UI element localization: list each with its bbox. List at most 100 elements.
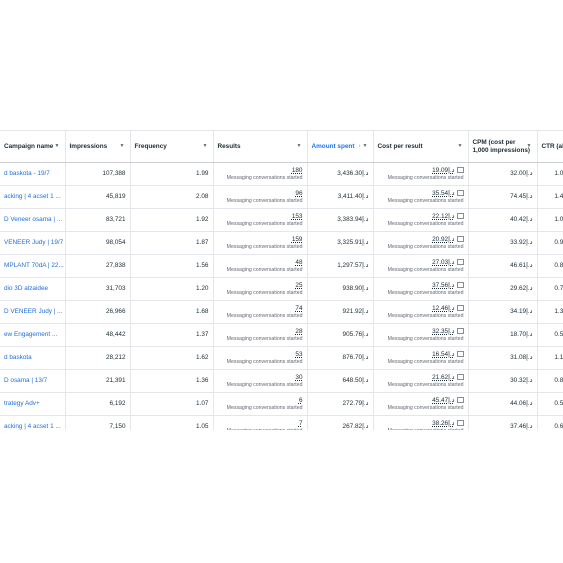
cost-per-result: 37.56د.إ Messaging conversations started bbox=[373, 277, 469, 301]
campaign-row[interactable]: dio 3D alzaidee 31,703 1.20 25 Messaging con… bbox=[0, 277, 563, 301]
cell-value: dio 3D alzaidee bbox=[4, 285, 49, 292]
campaign-row[interactable]: d baskota - 19/7 107,388 1.99 180 Messaging … bbox=[0, 162, 563, 186]
results: 7Messaging conversations started bbox=[213, 415, 308, 430]
frequency: 1.07 bbox=[130, 392, 214, 416]
cell-value: 0.86% bbox=[554, 377, 563, 384]
column-title: Campaign name bbox=[4, 142, 54, 150]
column-title: Frequency bbox=[134, 142, 167, 150]
cell-value: 19.09د.إ bbox=[378, 167, 464, 175]
campaign-row[interactable]: VENEER Judy | 19/7 98,054 1.87 159 Messaging… bbox=[0, 231, 563, 255]
info-icon bbox=[456, 374, 464, 381]
cell-value: 0.90% bbox=[554, 239, 563, 246]
campaign-name: acking | 4 acset 1 ... bbox=[0, 185, 66, 209]
cell-value: 98,054 bbox=[105, 239, 126, 246]
cpm: 37.46د.إ bbox=[468, 415, 538, 430]
campaign-row[interactable]: acking | 4 acset 1 ...7,1501.057Messagin… bbox=[0, 415, 563, 430]
frequency: 1.05 bbox=[130, 415, 214, 430]
campaign-row[interactable]: acking | 4 acset 1 ... 45,819 2.08 96 Messag… bbox=[0, 185, 563, 209]
results: 159 Messaging conversations started bbox=[213, 231, 308, 255]
campaign-row[interactable]: trategy Adv+ 6,192 1.07 6 Messaging conversa… bbox=[0, 392, 563, 416]
results: 25 Messaging conversations started bbox=[213, 277, 308, 301]
amount-spent: 3,411.40د.إ bbox=[307, 185, 374, 209]
cell-value: 21.62د.إ bbox=[378, 374, 464, 382]
campaign-name: d baskota bbox=[0, 346, 66, 370]
cell-value: 74 bbox=[295, 305, 303, 312]
cell-value: 74.45د.إ bbox=[510, 193, 533, 200]
cost-per-result: 45.47د.إ Messaging conversations started bbox=[373, 392, 469, 416]
cell-value: 46.61د.إ bbox=[510, 262, 533, 269]
sort-caret: ▼ bbox=[119, 143, 125, 149]
info-icon bbox=[456, 259, 464, 266]
cell-value: 30.32د.إ bbox=[510, 377, 533, 384]
campaign-row[interactable]: D Veneer osama | ... 83,721 1.92 153 Messagi… bbox=[0, 208, 563, 232]
cpm: 40.42د.إ bbox=[468, 208, 538, 232]
cpm: 74.45د.إ bbox=[468, 185, 538, 209]
column-title: Impressions bbox=[69, 142, 108, 150]
info-icon bbox=[456, 190, 464, 197]
column-header[interactable]: Campaign name ▼ bbox=[0, 130, 66, 163]
cell-value: 3,436.30د.إ bbox=[337, 170, 369, 177]
column-header[interactable]: Frequency ▼ bbox=[130, 130, 214, 163]
cpm: 34.19د.إ bbox=[468, 300, 538, 324]
frequency: 1.99 bbox=[130, 162, 214, 186]
cell-value: 0.63% bbox=[554, 423, 563, 430]
cell-caption: Messaging conversations started bbox=[226, 382, 303, 388]
cell-value: 7,150 bbox=[109, 423, 126, 430]
impressions: 21,391 bbox=[65, 369, 131, 393]
cpm: 33.92د.إ bbox=[468, 231, 538, 255]
cell-value: 33.92د.إ bbox=[510, 239, 533, 246]
cell-value: 28,212 bbox=[105, 354, 126, 361]
cell-value: 6,192 bbox=[109, 400, 126, 407]
cell-value: 30 bbox=[295, 374, 303, 381]
cell-value: 1.56 bbox=[196, 262, 209, 269]
cell-value: 648.50د.إ bbox=[342, 377, 369, 384]
cell-caption: Messaging conversations started bbox=[226, 359, 303, 365]
cell-caption: Messaging conversations started bbox=[387, 198, 464, 204]
cost-per-result: 19.09د.إ Messaging conversations started bbox=[373, 162, 469, 186]
cell-value: trategy Adv+ bbox=[4, 400, 40, 407]
campaign-row[interactable]: D osama | 13/7 21,391 1.36 30 Messaging conv… bbox=[0, 369, 563, 393]
results: 28 Messaging conversations started bbox=[213, 323, 308, 347]
column-header[interactable]: Amount spent ↓ ▼ bbox=[307, 130, 374, 163]
cell-value: 0.88% bbox=[554, 262, 563, 269]
cell-value: 31,703 bbox=[105, 285, 126, 292]
column-header[interactable]: Impressions ▼ bbox=[65, 130, 131, 163]
cell-caption: Messaging conversations started bbox=[387, 221, 464, 227]
campaign-row[interactable]: MPLANT 70dA | 22... 27,838 1.56 48 Messaging… bbox=[0, 254, 563, 278]
cell-caption: Messaging conversations started bbox=[226, 221, 303, 227]
results: 30 Messaging conversations started bbox=[213, 369, 308, 393]
impressions: 83,721 bbox=[65, 208, 131, 232]
impressions: 31,703 bbox=[65, 277, 131, 301]
table: Campaign name ▼ Impressions ▼ Frequency ▼ Resu… bbox=[0, 130, 563, 430]
cell-value: 27.03د.إ bbox=[378, 259, 464, 267]
frequency: 1.62 bbox=[130, 346, 214, 370]
cell-value: 40.42د.إ bbox=[510, 216, 533, 223]
results: 6 Messaging conversations started bbox=[213, 392, 308, 416]
column-header[interactable]: CPM (cost per 1,000 impressions) ▼ bbox=[468, 130, 538, 163]
frequency: 1.56 bbox=[130, 254, 214, 278]
campaign-row[interactable]: ew Engagement ... 48,442 1.37 28 Messaging c… bbox=[0, 323, 563, 347]
cell-value: D VENEER Judy | ... bbox=[4, 308, 63, 315]
column-header[interactable]: CTR (all) bbox=[537, 130, 563, 163]
cell-value: 3,325.91د.إ bbox=[337, 239, 369, 246]
campaign-row[interactable]: d baskota 28,212 1.62 53 Messaging conversat… bbox=[0, 346, 563, 370]
campaign-name: dio 3D alzaidee bbox=[0, 277, 66, 301]
frequency: 1.36 bbox=[130, 369, 214, 393]
info-icon bbox=[456, 213, 464, 220]
cell-value: 1.07 bbox=[196, 400, 209, 407]
campaign-row[interactable]: D VENEER Judy | ... 26,966 1.68 74 Messaging… bbox=[0, 300, 563, 324]
column-header[interactable]: Cost per result ▼ bbox=[373, 130, 469, 163]
column-header[interactable]: Results ▼ bbox=[213, 130, 308, 163]
impressions: 27,838 bbox=[65, 254, 131, 278]
cell-caption: Messaging conversations started bbox=[387, 359, 464, 365]
cell-value: 876.70د.إ bbox=[342, 354, 369, 361]
cell-value: 16.54د.إ bbox=[378, 351, 464, 359]
cost-per-result: 20.92د.إ Messaging conversations started bbox=[373, 231, 469, 255]
cell-value: 32.35د.إ bbox=[378, 328, 464, 336]
cell-caption: Messaging conversations started bbox=[226, 313, 303, 319]
results: 53 Messaging conversations started bbox=[213, 346, 308, 370]
impressions: 28,212 bbox=[65, 346, 131, 370]
cell-caption: Messaging conversations started bbox=[226, 198, 303, 204]
ctr: 0.63% bbox=[537, 415, 563, 430]
